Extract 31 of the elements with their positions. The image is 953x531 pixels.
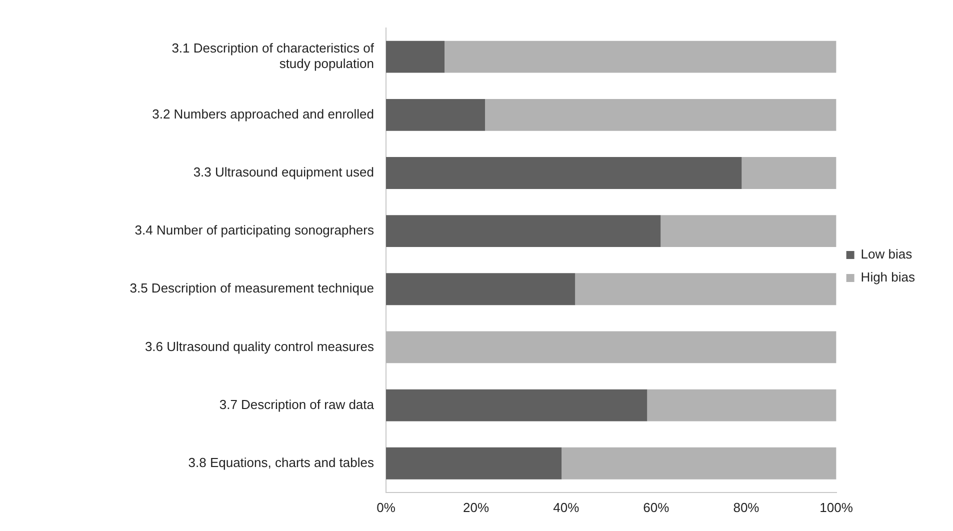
bar: [386, 389, 648, 422]
legend-label: High bias: [860, 270, 916, 285]
y-tick-label: 3.8 Equations, charts and tables: [188, 454, 374, 470]
x-tick-label: 20%: [463, 500, 490, 515]
bar: [647, 389, 836, 422]
bar: [386, 40, 445, 73]
bar: [386, 273, 576, 306]
y-tick-label: 3.6 Ultrasound quality control measures: [144, 338, 374, 354]
x-tick-label: 100%: [820, 500, 854, 515]
y-tick-label: 3.7 Description of raw data: [219, 396, 375, 412]
bar: [386, 215, 661, 248]
bar: [386, 447, 562, 480]
bar: [386, 331, 836, 364]
x-tick-label: 0%: [376, 500, 396, 515]
y-tick-label: 3.5 Description of measurement technique: [130, 280, 374, 296]
bar: [660, 215, 836, 248]
bar: [444, 40, 836, 73]
bar: [386, 157, 742, 189]
x-tick-label: 60%: [643, 500, 670, 515]
bar: [562, 447, 836, 480]
y-tick-label: 3.3 Ultrasound equipment used: [193, 164, 374, 180]
x-tick-label: 80%: [733, 500, 760, 515]
y-tick-label: 3.1 Description of characteristics of study population: [172, 40, 374, 72]
x-tick-label: 40%: [553, 500, 580, 515]
bar: [485, 98, 836, 131]
legend-label: Low bias: [860, 246, 913, 262]
y-tick-label: 3.2 Numbers approached and enrolled: [152, 106, 374, 122]
bar: [386, 98, 486, 131]
y-tick-label: 3.4 Number of participating sonographers: [134, 222, 374, 238]
bar: [575, 273, 836, 306]
bar: [742, 157, 836, 189]
